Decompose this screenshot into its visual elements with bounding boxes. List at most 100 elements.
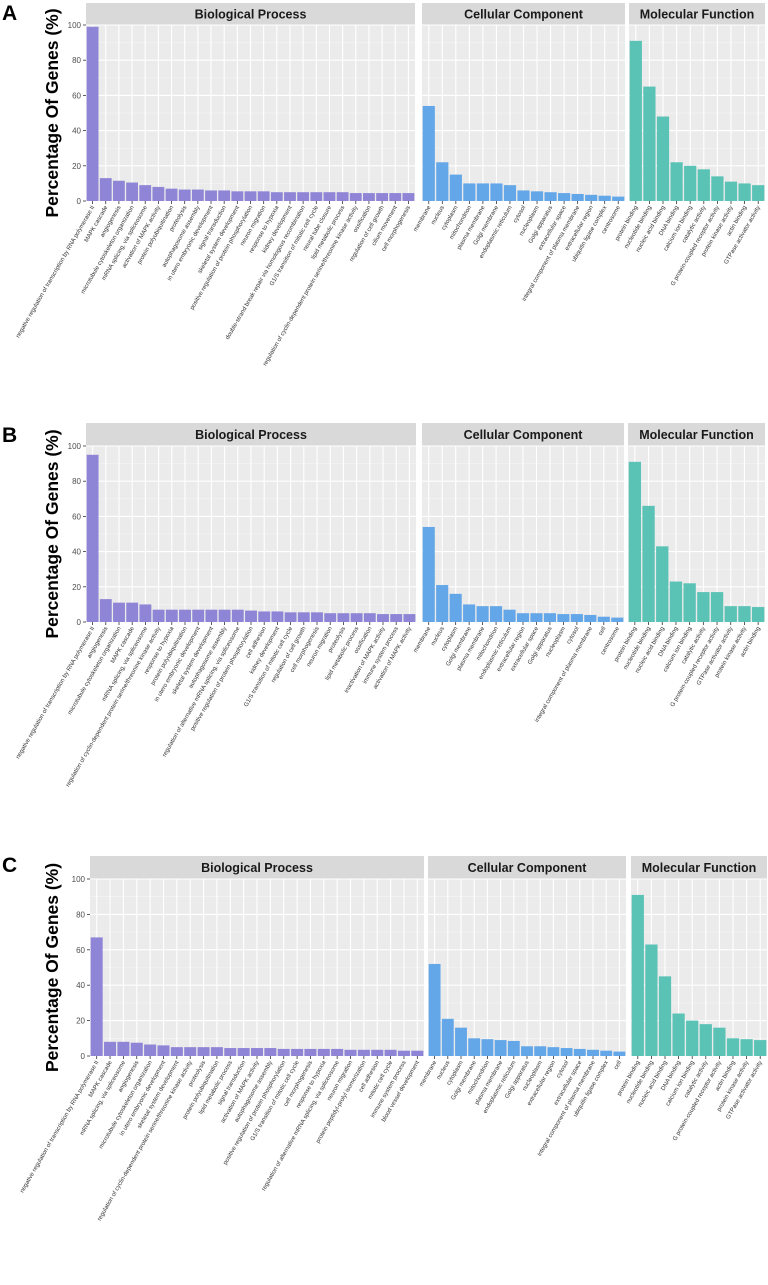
- bar: [397, 1050, 410, 1056]
- bar: [224, 1048, 237, 1056]
- y-tick-label: 60: [76, 946, 85, 955]
- y-axis-title: Percentage Of Genes (%): [42, 8, 62, 217]
- bar: [570, 614, 583, 622]
- bar: [481, 1039, 494, 1056]
- bar: [271, 611, 284, 622]
- bar: [384, 1049, 397, 1056]
- bar: [517, 190, 530, 201]
- bar: [521, 1046, 533, 1056]
- bar: [363, 613, 376, 622]
- bar: [157, 1045, 170, 1056]
- bar: [371, 1049, 384, 1056]
- bar: [218, 190, 231, 201]
- facet-strip: [422, 3, 625, 25]
- bar: [112, 180, 125, 201]
- bar: [710, 592, 724, 622]
- bar: [584, 614, 597, 622]
- bar: [658, 976, 672, 1056]
- facet-title: Biological Process: [195, 428, 307, 442]
- bar: [516, 613, 530, 622]
- y-tick-label: 100: [68, 21, 82, 30]
- bar: [752, 185, 765, 201]
- bar: [344, 1049, 357, 1056]
- facet-title: Molecular Function: [639, 428, 754, 442]
- bar: [350, 613, 363, 622]
- bar: [337, 613, 350, 622]
- bar: [683, 583, 696, 622]
- facet-title: Molecular Function: [642, 861, 757, 875]
- y-tick-label: 60: [72, 91, 81, 100]
- x-tick-label: cell: [613, 1060, 623, 1071]
- facet-strip: [428, 856, 626, 879]
- bar: [357, 1049, 370, 1056]
- bar: [449, 174, 462, 201]
- bar: [117, 1041, 130, 1056]
- bar: [126, 182, 138, 201]
- bar: [390, 614, 403, 622]
- bar: [670, 162, 683, 201]
- bar: [697, 169, 710, 201]
- bar: [560, 1048, 573, 1056]
- bar: [297, 612, 310, 622]
- facet-strip: [629, 3, 765, 25]
- facet-strip: [86, 423, 416, 446]
- y-tick-label: 100: [72, 875, 86, 884]
- bar: [178, 189, 191, 201]
- facet-title: Biological Process: [201, 861, 313, 875]
- bar: [543, 613, 556, 622]
- facet-strip: [86, 3, 415, 25]
- bar: [284, 192, 296, 201]
- panel-label-A: A: [2, 2, 17, 25]
- bar: [205, 609, 218, 622]
- bar: [250, 1048, 264, 1056]
- bar: [738, 606, 751, 622]
- bar: [711, 176, 724, 201]
- bar: [291, 1048, 304, 1056]
- y-tick-label: 100: [68, 442, 82, 451]
- bar: [244, 191, 257, 201]
- y-tick-label: 0: [77, 197, 82, 206]
- bar: [600, 1050, 613, 1056]
- bar: [99, 178, 112, 201]
- bar: [90, 937, 103, 1056]
- bar: [463, 604, 476, 622]
- facet-strip: [631, 856, 767, 879]
- bar: [494, 1040, 507, 1056]
- bar: [490, 606, 503, 622]
- bar: [403, 614, 416, 622]
- bar: [463, 183, 476, 201]
- bar: [257, 191, 270, 201]
- bar: [245, 610, 257, 622]
- bar: [573, 1048, 586, 1056]
- x-tick-label: positive regulation of protein phosphory…: [189, 205, 254, 311]
- bar: [547, 1047, 560, 1056]
- bar: [237, 1048, 250, 1056]
- y-tick-label: 80: [72, 56, 81, 65]
- bar: [144, 1044, 157, 1056]
- bar: [231, 609, 244, 622]
- bar: [349, 193, 362, 201]
- facet-title: Biological Process: [195, 8, 307, 22]
- bar: [557, 614, 570, 622]
- bar: [297, 192, 310, 201]
- bar: [587, 1049, 599, 1056]
- bar: [86, 26, 99, 202]
- panel-label-C: C: [2, 854, 17, 877]
- bar: [113, 602, 125, 622]
- bar: [441, 1018, 454, 1056]
- bar: [205, 190, 217, 201]
- bar: [751, 607, 765, 622]
- bar: [656, 116, 670, 201]
- bar: [389, 193, 402, 201]
- bar: [86, 454, 99, 622]
- y-tick-label: 80: [76, 910, 85, 919]
- bar: [402, 193, 415, 201]
- bar: [503, 609, 516, 622]
- bar: [544, 192, 557, 201]
- bar: [507, 1040, 520, 1056]
- bar: [270, 192, 283, 201]
- bar: [656, 546, 669, 622]
- bar: [686, 1020, 699, 1056]
- bar: [139, 604, 152, 622]
- y-axis-title: Percentage Of Genes (%): [42, 863, 62, 1072]
